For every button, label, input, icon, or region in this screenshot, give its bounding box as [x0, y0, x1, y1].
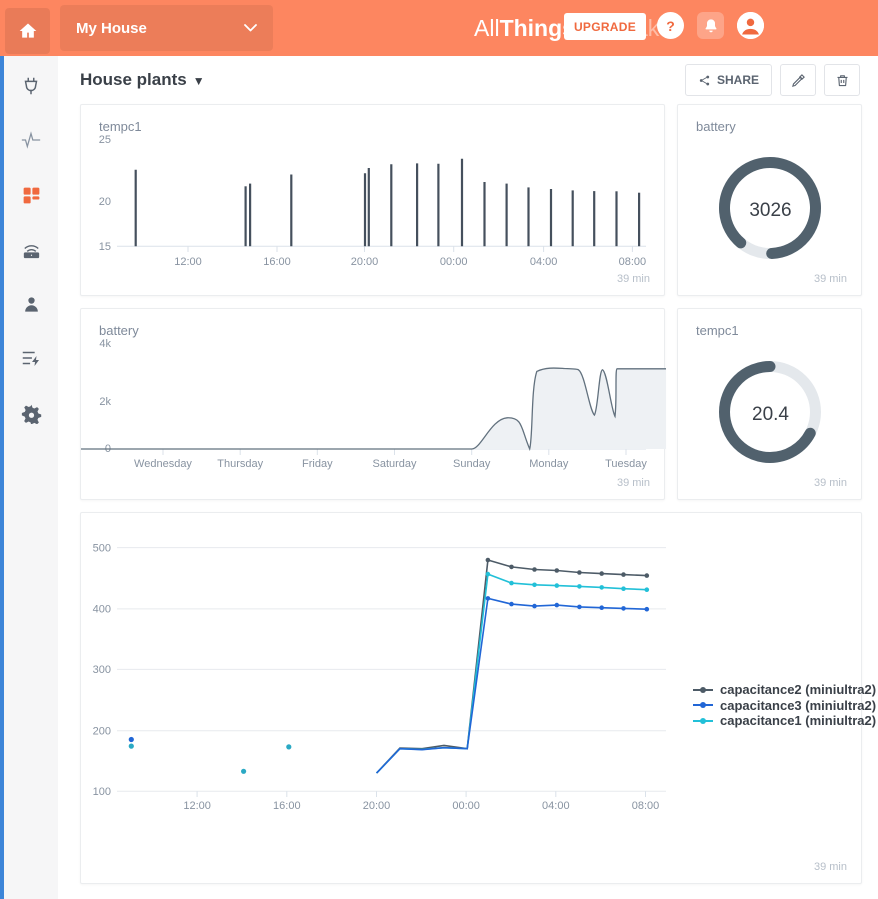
svg-text:Thursday: Thursday: [217, 458, 263, 470]
svg-text:20:00: 20:00: [351, 256, 379, 268]
svg-text:20:00: 20:00: [363, 800, 391, 812]
svg-text:200: 200: [93, 725, 111, 737]
svg-text:2k: 2k: [99, 396, 111, 408]
svg-text:Monday: Monday: [529, 458, 569, 470]
svg-text:300: 300: [93, 664, 111, 676]
svg-text:Friday: Friday: [302, 458, 333, 470]
svg-text:16:00: 16:00: [263, 256, 291, 268]
svg-text:Saturday: Saturday: [372, 458, 417, 470]
svg-text:500: 500: [93, 542, 111, 554]
svg-text:20: 20: [99, 196, 111, 208]
svg-text:12:00: 12:00: [174, 256, 202, 268]
svg-text:100: 100: [93, 786, 111, 798]
svg-text:00:00: 00:00: [452, 800, 480, 812]
svg-text:00:00: 00:00: [440, 256, 468, 268]
svg-text:Sunday: Sunday: [453, 458, 491, 470]
svg-text:15: 15: [99, 241, 111, 253]
svg-text:08:00: 08:00: [632, 800, 660, 812]
svg-text:Wednesday: Wednesday: [134, 458, 192, 470]
svg-text:12:00: 12:00: [183, 800, 211, 812]
svg-text:25: 25: [99, 134, 111, 146]
svg-text:04:00: 04:00: [542, 800, 570, 812]
svg-text:4k: 4k: [99, 338, 111, 350]
svg-text:04:00: 04:00: [530, 256, 558, 268]
svg-text:400: 400: [93, 604, 111, 616]
svg-text:16:00: 16:00: [273, 800, 301, 812]
svg-text:08:00: 08:00: [619, 256, 647, 268]
svg-text:Tuesday: Tuesday: [605, 458, 647, 470]
